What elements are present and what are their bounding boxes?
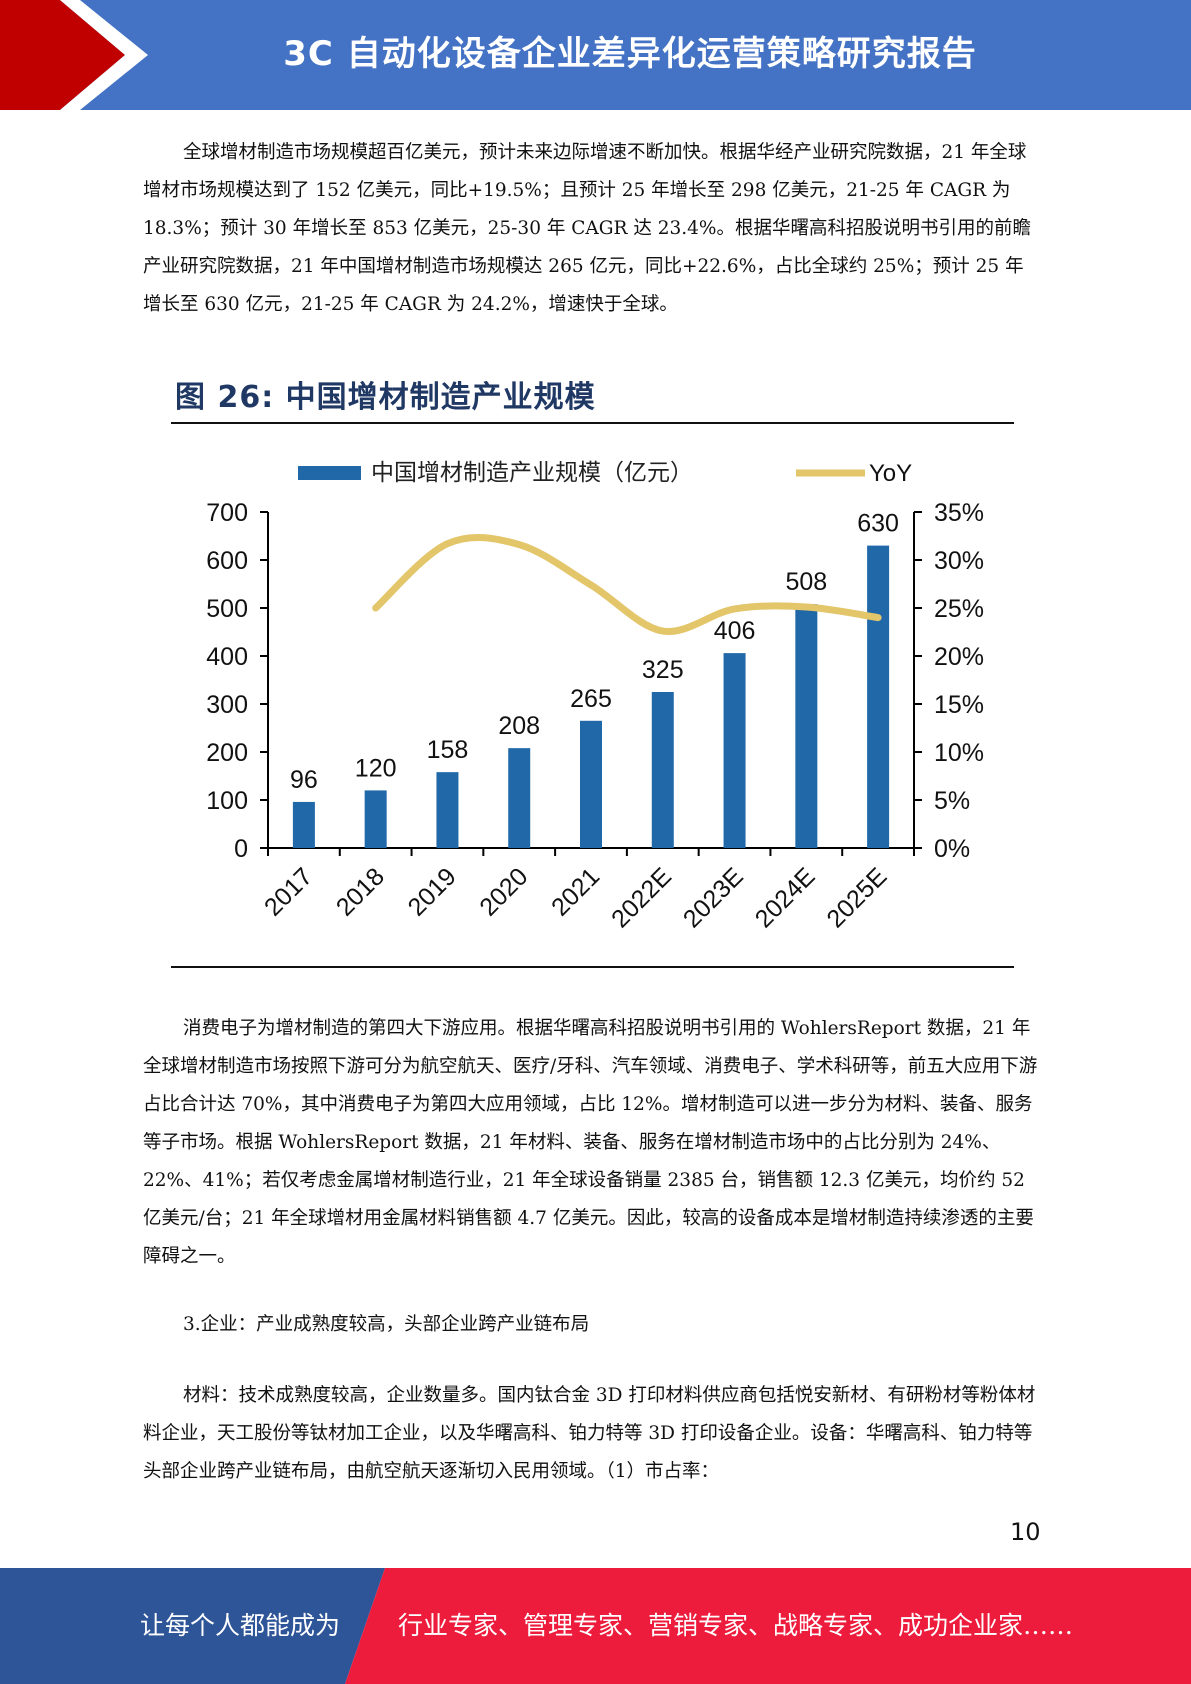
footer-slogan-right: 行业专家、管理专家、营销专家、战略专家、成功企业家…… (398, 1611, 1074, 1640)
x-tick-label: 2024E (750, 862, 821, 933)
left-tick-label: 400 (206, 643, 248, 671)
left-tick-label: 0 (234, 835, 248, 863)
right-tick-label: 35% (934, 499, 984, 527)
china-am-industry-chart: 中国增材制造产业规模（亿元） YoY 0 100 200 300 400 500 600 70… (206, 460, 984, 933)
bar-2021 (580, 720, 602, 848)
bar-2025E (867, 545, 890, 848)
x-tick-label: 2022E (606, 862, 677, 933)
paragraph-market-size: 全球增材制造市场规模超百亿美元，预计未来边际增速不断加快。根据华经产业研究院数据… (143, 142, 1031, 315)
left-tick-label: 100 (206, 787, 248, 815)
left-tick-label: 200 (206, 739, 248, 767)
section-subheading: 3.企业：产业成熟度较高，头部企业跨产业链布局 (183, 1314, 590, 1335)
x-tick-label: 2023E (678, 862, 749, 933)
bar-data-label: 325 (642, 656, 684, 684)
figure-top-rule (171, 422, 1014, 424)
bar-data-label: 158 (427, 736, 469, 764)
chart-legend: 中国增材制造产业规模（亿元） YoY (298, 460, 912, 487)
report-title: 3C 自动化设备企业差异化运营策略研究报告 (283, 34, 977, 74)
bar-2018 (364, 790, 387, 848)
left-tick-label: 700 (206, 499, 248, 527)
bar-data-label: 406 (714, 617, 756, 645)
x-tick-label: 2018 (331, 862, 390, 921)
page-header: 3C 自动化设备企业差异化运营策略研究报告 (0, 0, 1191, 110)
legend-bar-label: 中国增材制造产业规模（亿元） (371, 460, 693, 486)
x-tick-label: 2019 (403, 862, 462, 921)
paragraph-consumer-electronics: 消费电子为增材制造的第四大下游应用。根据华曙高科招股说明书引用的 Wohlers… (143, 1018, 1038, 1267)
bar-data-label: 630 (857, 510, 899, 538)
footer-slogan-left: 让每个人都能成为 (140, 1611, 341, 1640)
bar-data-label: 208 (498, 712, 540, 740)
page-footer: 让每个人都能成为 行业专家、管理专家、营销专家、战略专家、成功企业家…… (0, 1568, 1191, 1684)
bar-data-label: 120 (355, 754, 397, 782)
header-arrow-decoration (0, 0, 148, 110)
right-tick-label: 15% (934, 691, 984, 719)
left-tick-label: 300 (206, 691, 248, 719)
bar-2017 (292, 801, 315, 848)
figure-bottom-rule (171, 966, 1014, 968)
right-tick-label: 30% (934, 547, 984, 575)
x-tick-label: 2025E (821, 862, 892, 933)
right-tick-label: 0% (934, 835, 970, 863)
bar-2022E (651, 692, 674, 848)
bar-2019 (436, 772, 459, 848)
left-tick-label: 500 (206, 595, 248, 623)
bar-data-label: 265 (570, 685, 612, 713)
legend-line-label: YoY (869, 460, 912, 487)
footer-background (0, 1568, 1191, 1684)
x-tick-label: 2021 (546, 862, 605, 921)
right-tick-label: 10% (934, 739, 984, 767)
bar-2023E (723, 653, 746, 848)
legend-bar-swatch (298, 466, 361, 480)
x-tick-label: 2017 (259, 862, 318, 921)
paragraph-materials-equipment: 材料：技术成熟度较高，企业数量多。国内钛合金 3D 打印材料供应商包括悦安新材、… (143, 1385, 1036, 1482)
left-tick-label: 600 (206, 547, 248, 575)
right-tick-label: 25% (934, 595, 984, 623)
yoy-line (372, 533, 882, 635)
page-number: 10 (1010, 1518, 1041, 1546)
bar-data-label: 508 (785, 568, 827, 596)
right-tick-label: 20% (934, 643, 984, 671)
right-tick-label: 5% (934, 787, 970, 815)
x-tick-label: 2020 (474, 862, 533, 921)
bar-2024E (795, 604, 818, 848)
bar-data-label: 96 (290, 766, 318, 794)
bar-2020 (508, 748, 531, 848)
figure-title: 图 26: 中国增材制造产业规模 (175, 380, 596, 415)
